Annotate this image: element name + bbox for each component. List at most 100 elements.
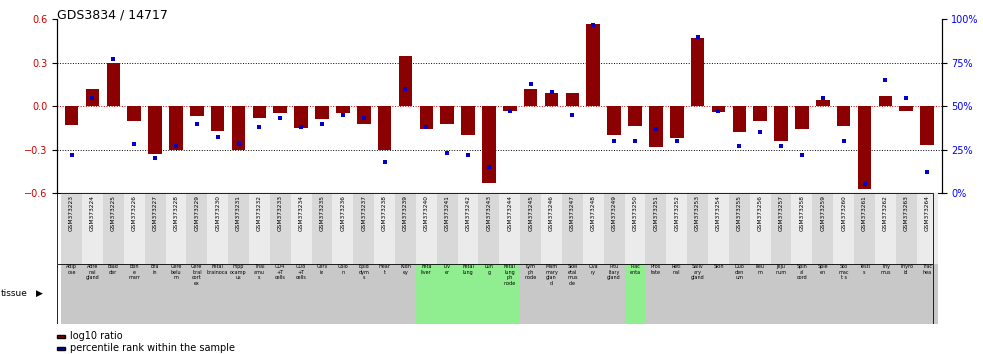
Text: Skin: Skin (714, 264, 723, 269)
Bar (520, 193, 541, 264)
Bar (834, 264, 854, 324)
Point (168, 143, 184, 149)
Bar (82, 264, 103, 324)
Text: Bra
in: Bra in (150, 264, 159, 275)
Bar (750, 264, 771, 324)
Bar (520, 264, 541, 324)
Text: GSM373236: GSM373236 (340, 195, 345, 231)
Bar (336, 106, 350, 113)
Text: GSM373230: GSM373230 (215, 195, 220, 231)
Bar (691, 38, 705, 106)
Bar (249, 193, 270, 264)
Point (105, 57, 121, 62)
Bar (879, 96, 893, 106)
Text: Pros
tate: Pros tate (651, 264, 661, 275)
Text: Adip
ose: Adip ose (66, 264, 77, 275)
Text: Sto
mac
t s: Sto mac t s (838, 264, 849, 280)
Point (376, 159, 392, 165)
Point (627, 138, 643, 144)
Bar (795, 106, 809, 129)
Text: GSM373234: GSM373234 (299, 195, 304, 231)
Bar (753, 106, 767, 121)
Text: Hipp
ocamp
us: Hipp ocamp us (230, 264, 247, 280)
Bar (896, 264, 917, 324)
Bar (461, 106, 475, 135)
Bar (771, 264, 791, 324)
Bar (145, 264, 165, 324)
Bar (291, 193, 312, 264)
Bar (624, 193, 646, 264)
Bar (499, 264, 520, 324)
Point (85, 95, 100, 101)
Bar (211, 106, 224, 131)
Text: GSM373247: GSM373247 (570, 195, 575, 231)
Bar (353, 193, 375, 264)
Point (919, 169, 935, 175)
Bar (316, 106, 328, 119)
Bar (312, 193, 332, 264)
Text: GSM373257: GSM373257 (779, 195, 783, 231)
Text: Colo
n: Colo n (337, 264, 348, 275)
Text: CD4
+T
cells: CD4 +T cells (275, 264, 286, 280)
Text: GSM373253: GSM373253 (695, 195, 700, 231)
Bar (565, 93, 579, 106)
Bar (106, 63, 120, 106)
Text: Lun
g: Lun g (485, 264, 493, 275)
Point (252, 124, 267, 130)
Bar (646, 264, 666, 324)
Text: Duo
den
um: Duo den um (734, 264, 744, 280)
Bar (436, 264, 458, 324)
Bar (82, 193, 103, 264)
Bar (624, 264, 646, 324)
Bar (395, 193, 416, 264)
Point (460, 152, 476, 158)
Text: GSM373258: GSM373258 (799, 195, 804, 231)
Point (731, 143, 747, 149)
Bar (771, 193, 791, 264)
Point (794, 152, 810, 158)
Text: Cere
bral
cort
ex: Cere bral cort ex (191, 264, 202, 286)
Point (668, 138, 684, 144)
Text: GSM373231: GSM373231 (236, 195, 241, 231)
Bar (812, 264, 834, 324)
Bar (732, 106, 746, 132)
Text: Plac
enta: Plac enta (629, 264, 641, 275)
Bar (583, 264, 604, 324)
Bar (899, 106, 913, 110)
Bar (875, 193, 896, 264)
Text: GSM373227: GSM373227 (152, 195, 157, 231)
Point (586, 22, 602, 28)
Text: GSM373229: GSM373229 (195, 195, 200, 231)
Bar (875, 264, 896, 324)
Text: GSM373251: GSM373251 (654, 195, 659, 231)
Bar (190, 106, 203, 116)
Bar (291, 264, 312, 324)
Bar (377, 106, 391, 150)
Text: Trac
hea: Trac hea (922, 264, 932, 275)
Bar (479, 264, 499, 324)
Text: GSM373252: GSM373252 (674, 195, 679, 231)
Text: GSM373239: GSM373239 (403, 195, 408, 231)
Text: Sple
en: Sple en (818, 264, 828, 275)
Text: Adre
nal
gland: Adre nal gland (86, 264, 99, 280)
Text: Fetal
brainoca: Fetal brainoca (207, 264, 228, 275)
Bar (416, 264, 436, 324)
Text: GSM373245: GSM373245 (528, 195, 533, 231)
Bar (312, 264, 332, 324)
Text: Pitu
itary
gland: Pitu itary gland (607, 264, 621, 280)
Bar (207, 264, 228, 324)
Text: GSM373241: GSM373241 (444, 195, 449, 231)
Text: GSM373233: GSM373233 (278, 195, 283, 231)
Bar (436, 193, 458, 264)
Bar (499, 193, 520, 264)
Bar (228, 193, 249, 264)
Text: GSM373255: GSM373255 (737, 195, 742, 231)
Bar (604, 193, 624, 264)
Bar (332, 264, 353, 324)
Bar (666, 264, 687, 324)
Bar (649, 106, 663, 147)
Point (481, 164, 496, 170)
Text: GSM373226: GSM373226 (132, 195, 137, 231)
Bar (61, 264, 82, 324)
Bar (587, 24, 600, 106)
